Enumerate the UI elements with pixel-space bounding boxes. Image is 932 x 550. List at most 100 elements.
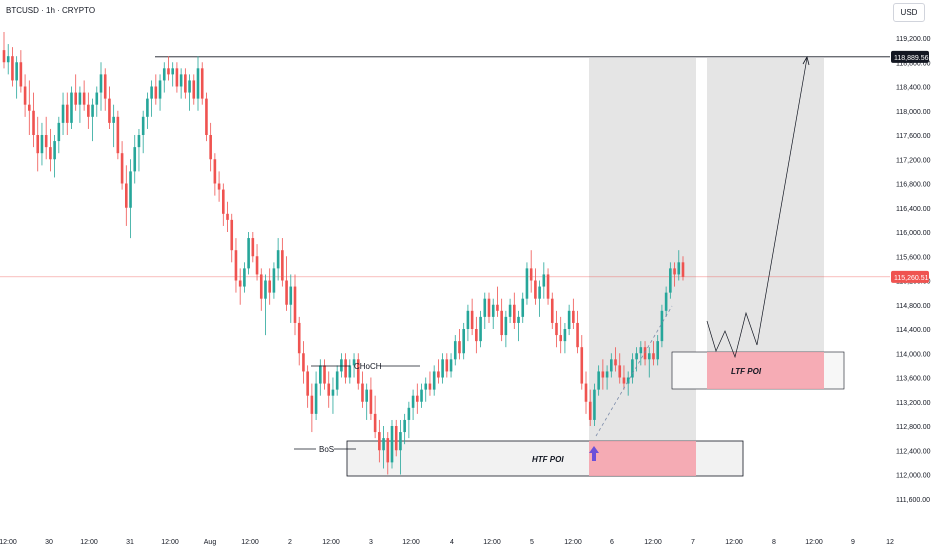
candle-body	[677, 262, 681, 275]
candle	[415, 383, 419, 414]
candle-body	[411, 395, 415, 408]
candle	[137, 128, 141, 172]
candle	[103, 68, 107, 111]
candle-body	[124, 183, 128, 208]
candle	[365, 383, 369, 420]
candle-body	[276, 250, 280, 269]
candle-body	[188, 80, 191, 93]
candle	[652, 341, 655, 366]
candle-body	[466, 310, 470, 329]
candle-body	[546, 274, 550, 299]
candle-body	[487, 298, 491, 317]
candle	[331, 377, 335, 414]
candle-body	[314, 383, 318, 414]
candle	[251, 232, 255, 263]
candle-body	[601, 371, 605, 378]
candle-body	[293, 286, 297, 323]
candle	[386, 432, 390, 475]
candle	[6, 44, 10, 75]
candle	[74, 74, 78, 111]
candle-body	[559, 335, 563, 342]
candle	[572, 298, 575, 329]
candle-body	[588, 401, 592, 420]
candle	[129, 159, 132, 239]
candle	[521, 292, 525, 323]
candle	[567, 304, 571, 336]
candle	[150, 80, 153, 117]
time-axis[interactable]: 12:00 30 12:00 31 12:00 Aug 12:00 2 12:00 3 12:00 4…	[0, 539, 894, 546]
candle	[593, 383, 596, 426]
symbol-title[interactable]: BTCUSD · 1h · CRYPTO	[6, 6, 96, 15]
price-tick-label: 117,200.00	[896, 157, 931, 164]
time-tick-label: 12	[886, 539, 894, 546]
candle	[373, 395, 377, 439]
candle	[120, 141, 124, 190]
candle	[95, 86, 99, 117]
candle	[453, 335, 457, 366]
candle	[213, 153, 217, 196]
candle-body	[415, 395, 419, 402]
candle-body	[491, 304, 495, 317]
candle-body	[622, 377, 626, 384]
candle-body	[137, 135, 141, 148]
candle	[57, 116, 61, 154]
price-tick-label: 119,200.00	[896, 36, 931, 43]
candle-body	[23, 86, 27, 105]
candle	[82, 80, 86, 111]
time-tick-label: 12:00	[241, 539, 259, 546]
price-tick-label: 118,800.00	[896, 60, 931, 67]
time-tick-label: 12:00	[564, 539, 582, 546]
candle-body	[196, 68, 200, 99]
candle	[340, 353, 343, 378]
candle	[609, 353, 613, 378]
candle	[580, 335, 584, 390]
candle-body	[597, 371, 600, 390]
candle	[234, 238, 238, 293]
candle-body	[179, 74, 183, 87]
candle-body	[213, 159, 217, 184]
candle	[647, 347, 651, 378]
candle	[411, 389, 415, 420]
candle	[53, 135, 56, 178]
price-axis[interactable]: 111,600.00 112,000.00 112,400.00 112,800.00…	[891, 36, 931, 504]
candle	[23, 74, 27, 117]
candle-body	[103, 74, 107, 99]
candle	[335, 365, 339, 396]
time-tick-label: 12:00	[322, 539, 340, 546]
candle	[179, 68, 183, 99]
candle	[390, 419, 394, 469]
candle-body	[2, 50, 6, 63]
price-tick-label: 116,800.00	[896, 182, 931, 189]
candle-body	[306, 371, 309, 396]
candle	[276, 238, 280, 281]
candle-body	[120, 153, 124, 184]
candle	[512, 292, 516, 329]
time-tick-label: 3	[369, 539, 373, 546]
currency-button[interactable]: USD	[893, 3, 925, 22]
candle-body	[386, 438, 390, 463]
candle-body	[475, 329, 478, 342]
candle	[635, 347, 638, 372]
candle-body	[226, 213, 229, 220]
candle	[318, 359, 322, 396]
candle	[622, 365, 626, 390]
candle	[243, 262, 246, 293]
candle-body	[15, 62, 18, 81]
candle-body	[647, 353, 651, 360]
candle	[91, 98, 94, 142]
candle	[504, 310, 508, 348]
current-price-text: 115,260.51	[894, 275, 929, 282]
candle	[49, 128, 52, 172]
price-tick-label: 111,600.00	[896, 497, 930, 504]
candle	[458, 329, 461, 360]
candle-body	[272, 268, 276, 293]
candle-body	[432, 371, 436, 390]
candle-body	[529, 268, 533, 281]
target-arrow-icon	[802, 55, 810, 66]
resistance-price-text: 118,889.56	[894, 55, 929, 62]
candle	[217, 171, 221, 202]
candle	[626, 371, 630, 396]
analysis-zones	[0, 56, 890, 477]
time-tick-label: 12:00	[483, 539, 501, 546]
